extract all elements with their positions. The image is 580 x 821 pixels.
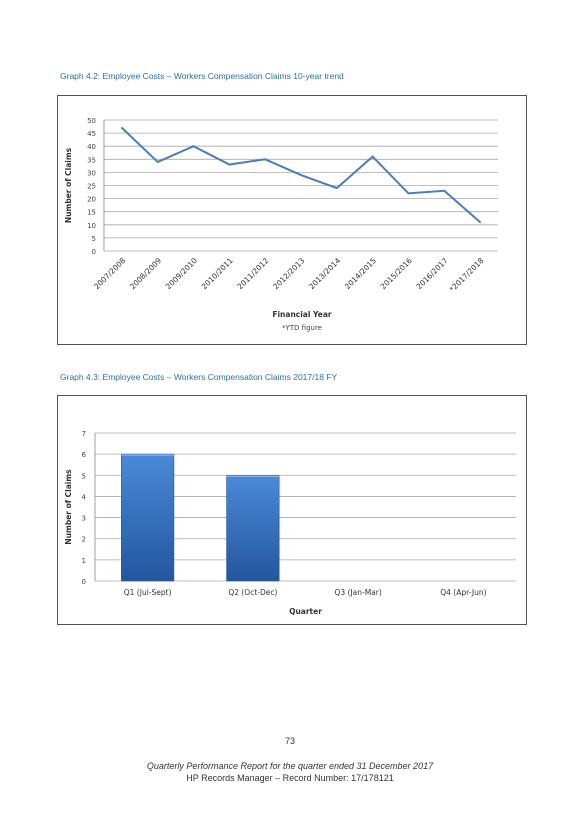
x-tick-label: 2011/2012 bbox=[235, 256, 270, 291]
y-tick-label: 15 bbox=[87, 209, 96, 217]
y-tick-label: 40 bbox=[87, 143, 96, 151]
data-point bbox=[407, 192, 410, 195]
x-tick-label: 2014/2015 bbox=[343, 256, 378, 291]
y-tick-label: 0 bbox=[92, 248, 96, 256]
line-chart-frame: 0 5 10 15 20 25 30 35 40 45 50 2007/2008 2008/2009 20… bbox=[57, 95, 527, 345]
x-tick-label: Q4 (Apr-Jun) bbox=[440, 588, 486, 597]
graph-4-3-title: Graph 4.3: Employee Costs – Workers Comp… bbox=[60, 372, 338, 382]
y-tick-label: 30 bbox=[87, 169, 96, 177]
y-tick-label: 2 bbox=[82, 536, 86, 544]
y-tick-label: 35 bbox=[87, 156, 96, 164]
x-axis-label: Financial Year bbox=[272, 310, 332, 319]
data-point bbox=[121, 126, 123, 129]
data-point bbox=[371, 155, 374, 158]
y-tick-label: 5 bbox=[82, 472, 86, 480]
x-tick-label: 2015/2016 bbox=[379, 256, 414, 291]
data-point bbox=[156, 161, 159, 163]
y-tick-label: 45 bbox=[87, 130, 96, 138]
y-tick-label: 0 bbox=[82, 578, 86, 586]
ytd-note: *YTD figure bbox=[282, 324, 322, 332]
y-tick-label: 1 bbox=[82, 557, 86, 565]
data-point bbox=[264, 158, 267, 161]
y-tick-label: 3 bbox=[82, 515, 86, 523]
y-tick-label: 5 bbox=[92, 235, 96, 243]
data-point bbox=[335, 187, 338, 190]
y-tick-label: 6 bbox=[82, 451, 87, 459]
footer-report-title: Quarterly Performance Report for the qua… bbox=[146, 761, 434, 771]
x-tick-label: 2010/2011 bbox=[200, 256, 235, 291]
data-point bbox=[300, 174, 302, 176]
page-number: 73 bbox=[284, 736, 295, 746]
data-point bbox=[443, 189, 446, 192]
y-tick-label: 50 bbox=[87, 117, 96, 125]
footer-record-number: HP Records Manager – Record Number: 17/1… bbox=[186, 773, 394, 783]
x-tick-label: Q3 (Jan-Mar) bbox=[334, 588, 381, 597]
x-tick-label: 2007/2008 bbox=[92, 256, 127, 291]
x-tick-label: Q1 (Jul-Sept) bbox=[124, 588, 172, 597]
data-point bbox=[228, 163, 231, 166]
y-tick-label: 7 bbox=[82, 430, 86, 438]
y-axis-label: Number of Claims bbox=[64, 469, 73, 545]
bar-chart: 0 1 2 3 4 5 6 7 Q1 (Jul-Sept) Q2 (Oct-Dec) Q3 (Jan… bbox=[64, 430, 516, 616]
data-point bbox=[479, 221, 481, 224]
graph-4-2-title: Graph 4.2: Employee Costs – Workers Comp… bbox=[60, 71, 344, 81]
x-axis-label: Quarter bbox=[289, 607, 322, 616]
x-tick-label: Q2 (Oct-Dec) bbox=[228, 588, 277, 597]
y-tick-label: 4 bbox=[82, 493, 87, 501]
bar bbox=[121, 453, 175, 582]
x-tick-label: 2012/2013 bbox=[271, 256, 306, 291]
x-tick-label: 2008/2009 bbox=[128, 256, 163, 291]
bar-chart-frame: 0 1 2 3 4 5 6 7 Q1 (Jul-Sept) Q2 (Oct-Dec) Q3 (Jan… bbox=[57, 395, 527, 625]
x-tick-label: 2016/2017 bbox=[415, 256, 450, 291]
data-point bbox=[192, 145, 195, 148]
y-tick-label: 10 bbox=[87, 222, 96, 230]
x-tick-label: *2017/2018 bbox=[448, 256, 486, 294]
bar bbox=[226, 474, 280, 582]
y-tick-label: 20 bbox=[87, 196, 96, 204]
y-tick-label: 25 bbox=[87, 183, 96, 191]
y-axis-label: Number of Claims bbox=[64, 147, 73, 223]
x-tick-label: 2013/2014 bbox=[307, 256, 342, 291]
x-tick-label: 2009/2010 bbox=[164, 256, 199, 291]
